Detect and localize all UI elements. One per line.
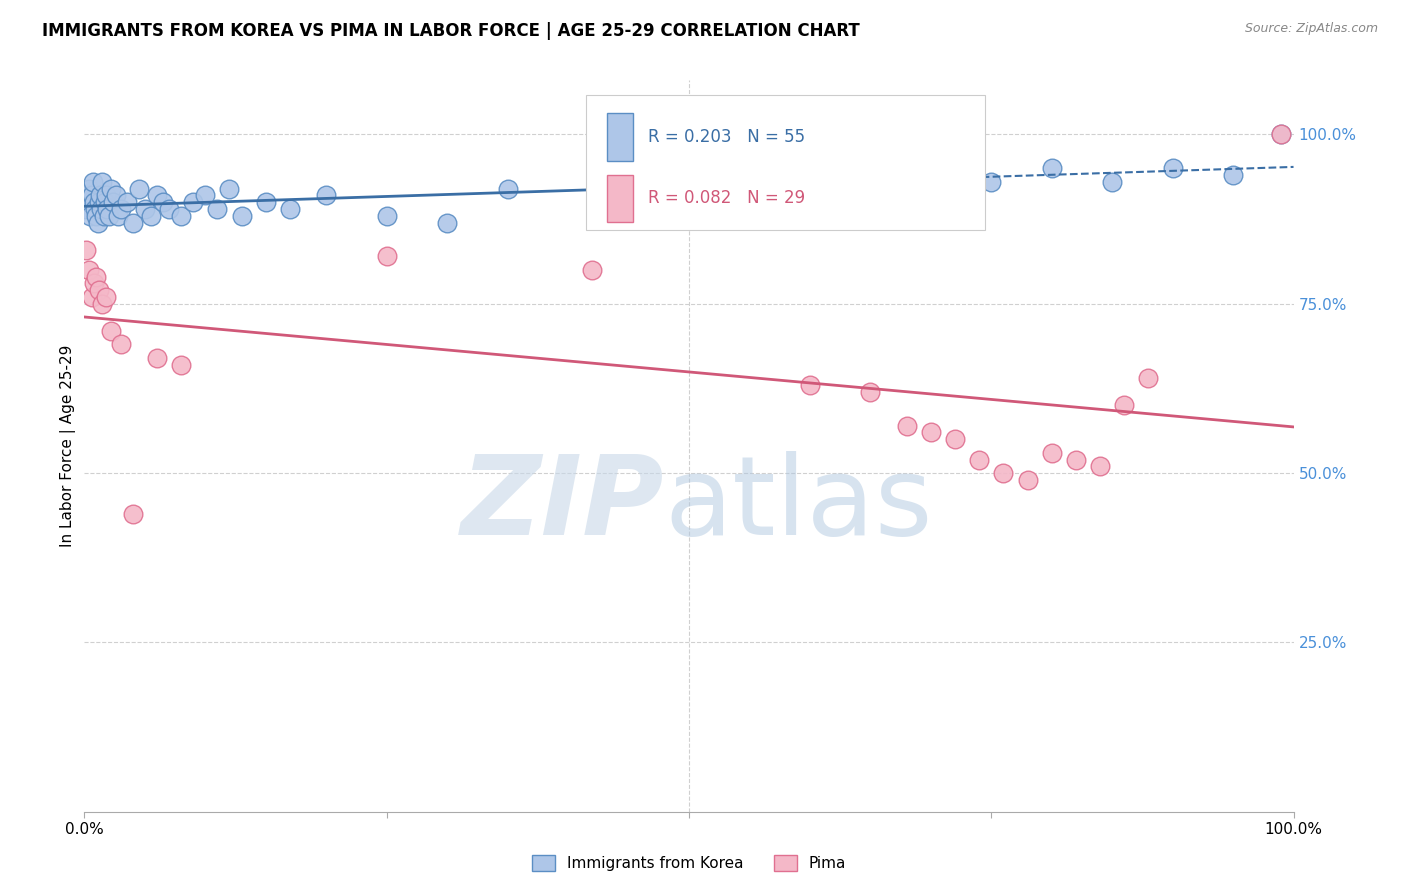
Point — [94, 195, 117, 210]
Point — [254, 195, 277, 210]
Point — [993, 466, 1015, 480]
Point — [980, 175, 1002, 189]
Bar — [607, 113, 633, 161]
Point — [100, 181, 122, 195]
Point — [86, 209, 108, 223]
Point — [920, 168, 942, 182]
Point — [181, 195, 204, 210]
Point — [896, 418, 918, 433]
Point — [121, 215, 143, 229]
Point — [1040, 446, 1063, 460]
Point — [76, 188, 98, 202]
Point — [859, 181, 882, 195]
Point — [94, 188, 117, 202]
Point — [799, 175, 821, 189]
Point — [79, 209, 101, 223]
Point — [80, 290, 103, 304]
Point — [91, 175, 114, 189]
Point — [738, 188, 761, 202]
Point — [94, 290, 117, 304]
Point — [1270, 128, 1292, 142]
Point — [90, 202, 112, 216]
Point — [1088, 459, 1111, 474]
Point — [86, 215, 108, 229]
Text: atlas: atlas — [665, 451, 934, 558]
Point — [75, 202, 97, 216]
Point — [77, 263, 100, 277]
Point — [375, 209, 398, 223]
Point — [100, 324, 122, 338]
Point — [157, 202, 180, 216]
Text: R = 0.203   N = 55: R = 0.203 N = 55 — [648, 128, 806, 146]
Y-axis label: In Labor Force | Age 25-29: In Labor Force | Age 25-29 — [60, 345, 76, 547]
Point — [107, 209, 129, 223]
Text: IMMIGRANTS FROM KOREA VS PIMA IN LABOR FORCE | AGE 25-29 CORRELATION CHART: IMMIGRANTS FROM KOREA VS PIMA IN LABOR F… — [42, 22, 860, 40]
Point — [1101, 175, 1123, 189]
Point — [1270, 128, 1292, 142]
Point — [146, 351, 169, 365]
Point — [1114, 398, 1136, 412]
Point — [77, 181, 100, 195]
Text: ZIP: ZIP — [461, 451, 665, 558]
Point — [83, 195, 105, 210]
Point — [86, 269, 108, 284]
Point — [1161, 161, 1184, 176]
Point — [84, 202, 107, 216]
Point — [121, 507, 143, 521]
Point — [89, 188, 111, 202]
Point — [859, 384, 882, 399]
Point — [194, 188, 217, 202]
Point — [104, 188, 127, 202]
Point — [315, 188, 337, 202]
Point — [496, 181, 519, 195]
Point — [139, 209, 162, 223]
Point — [920, 425, 942, 440]
Point — [278, 202, 301, 216]
Point — [146, 188, 169, 202]
Point — [77, 195, 100, 210]
Point — [170, 209, 193, 223]
Point — [1017, 473, 1039, 487]
Bar — [607, 175, 633, 222]
Point — [943, 432, 966, 446]
Point — [170, 358, 193, 372]
Point — [97, 209, 120, 223]
Point — [96, 202, 118, 216]
Point — [134, 202, 156, 216]
Point — [231, 209, 253, 223]
FancyBboxPatch shape — [586, 95, 986, 230]
Point — [799, 378, 821, 392]
Point — [87, 283, 110, 297]
Point — [103, 195, 125, 210]
Point — [93, 209, 115, 223]
Point — [218, 181, 240, 195]
Point — [375, 249, 398, 263]
Point — [436, 215, 458, 229]
Point — [128, 181, 150, 195]
Point — [581, 263, 603, 277]
Point — [83, 277, 105, 291]
Text: R = 0.082   N = 29: R = 0.082 N = 29 — [648, 189, 806, 208]
Point — [1064, 452, 1087, 467]
Point — [110, 337, 132, 351]
Point — [1040, 161, 1063, 176]
Legend: Immigrants from Korea, Pima: Immigrants from Korea, Pima — [526, 849, 852, 877]
Point — [91, 297, 114, 311]
Point — [1137, 371, 1160, 385]
Text: Source: ZipAtlas.com: Source: ZipAtlas.com — [1244, 22, 1378, 36]
Point — [82, 175, 104, 189]
Point — [967, 452, 990, 467]
Point — [115, 195, 138, 210]
Point — [110, 202, 132, 216]
Point — [80, 188, 103, 202]
Point — [207, 202, 229, 216]
Point — [152, 195, 174, 210]
Point — [87, 195, 110, 210]
Point — [1222, 168, 1244, 182]
Point — [75, 243, 97, 257]
